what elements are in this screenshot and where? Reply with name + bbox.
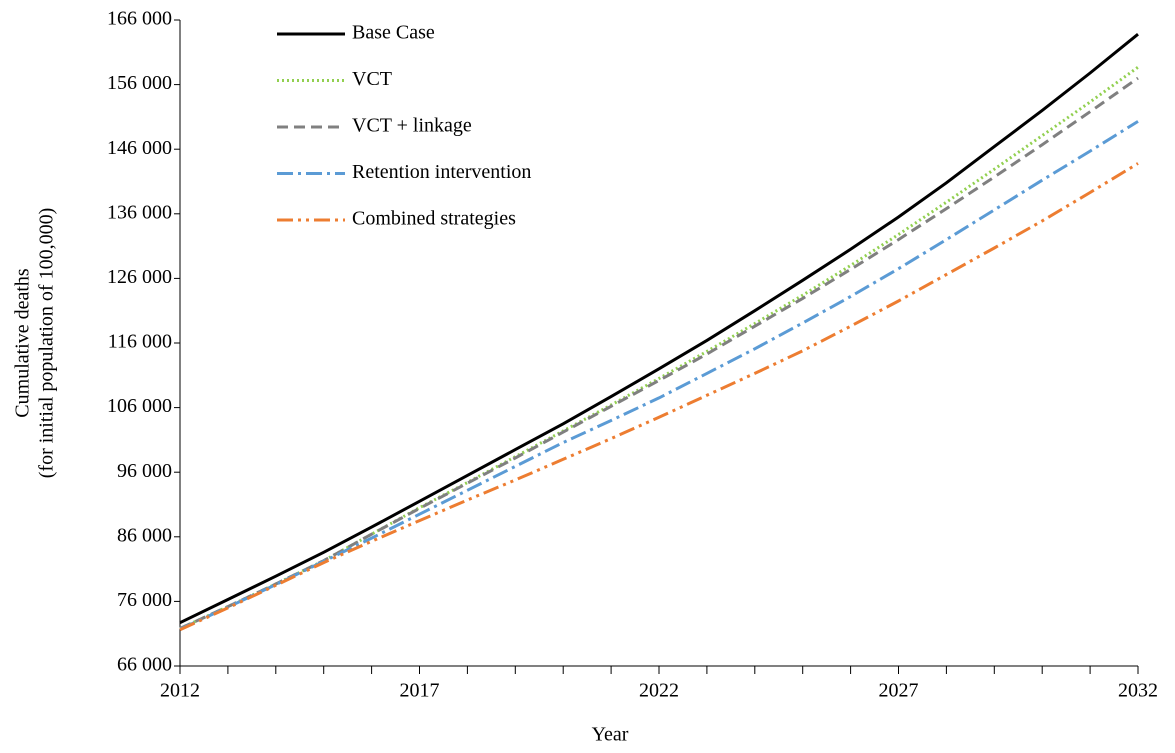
- series-line: [179, 162, 1139, 632]
- y-axis-title: Cumulative deaths (for initial populatio…: [12, 208, 58, 479]
- y-tick-label: 126 000: [107, 266, 172, 288]
- x-tick-label: 2017: [400, 680, 440, 702]
- legend-label: Base Case: [352, 22, 435, 44]
- legend-label: Retention intervention: [352, 161, 531, 183]
- y-tick-label: 66 000: [117, 654, 172, 676]
- y-tick-label: 156 000: [107, 72, 172, 94]
- x-tick-label: 2032: [1118, 680, 1158, 702]
- y-tick-label: 86 000: [117, 524, 172, 546]
- x-tick-label: 2012: [160, 680, 200, 702]
- y-tick-label: 106 000: [107, 395, 172, 417]
- series-line: [179, 76, 1139, 630]
- legend-label: VCT: [352, 68, 392, 90]
- series-line: [179, 120, 1139, 631]
- y-tick-label: 76 000: [117, 589, 172, 611]
- y-axis-title-line: (for initial population of 100,000): [36, 208, 58, 479]
- y-tick-label: 136 000: [107, 201, 172, 223]
- y-axis-title-line: Cumulative deaths: [12, 268, 34, 418]
- y-tick-label: 116 000: [108, 331, 172, 353]
- x-tick-label: 2022: [639, 680, 679, 702]
- x-axis-title: Year: [592, 724, 629, 746]
- legend-label: Combined strategies: [352, 208, 516, 230]
- series-line: [179, 65, 1139, 630]
- y-tick-label: 146 000: [107, 137, 172, 159]
- y-tick-label: 166 000: [107, 8, 172, 30]
- series-line: [179, 33, 1139, 625]
- x-tick-label: 2027: [879, 680, 919, 702]
- y-tick-label: 96 000: [117, 460, 172, 482]
- legend-label: VCT + linkage: [352, 115, 472, 137]
